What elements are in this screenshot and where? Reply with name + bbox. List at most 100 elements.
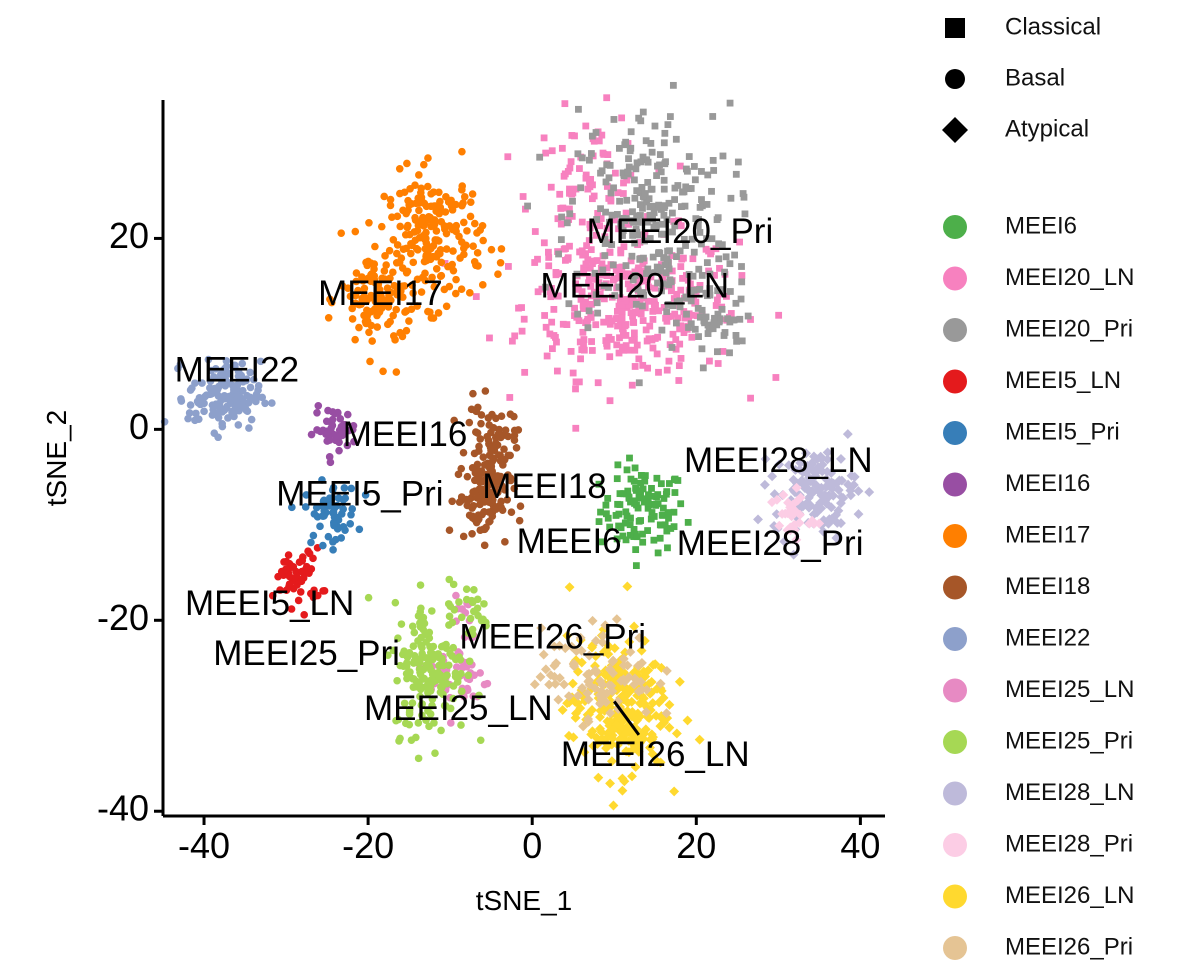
data-point [648, 148, 656, 156]
data-point [639, 108, 647, 116]
data-point [692, 298, 700, 306]
data-point [613, 475, 621, 483]
data-point [619, 190, 627, 197]
cluster-label-meei5-pri: MEEI5_Pri [276, 474, 443, 513]
data-point [578, 247, 586, 255]
data-point [258, 393, 267, 402]
data-point [468, 625, 477, 634]
data-point [619, 490, 627, 498]
data-point [578, 288, 586, 296]
data-point [605, 333, 613, 341]
data-point [247, 415, 256, 424]
data-point [631, 272, 639, 279]
data-point [596, 290, 604, 298]
data-point [577, 682, 588, 693]
data-point [600, 620, 611, 631]
data-point [302, 491, 311, 499]
data-point [516, 502, 525, 510]
data-point [512, 444, 521, 452]
data-point [654, 500, 662, 508]
data-point [436, 197, 444, 206]
legend-diamond-icon [942, 117, 968, 143]
data-point [676, 297, 684, 305]
data-point [378, 274, 386, 283]
y-tick-label: -20 [97, 597, 149, 638]
data-point [407, 249, 415, 258]
data-point [801, 499, 811, 509]
data-point [470, 449, 479, 458]
cluster-label-meei25-pri: MEEI25_Pri [213, 634, 400, 673]
data-point [455, 653, 463, 661]
data-point [301, 565, 310, 574]
data-point [816, 482, 827, 493]
data-point [684, 518, 692, 526]
data-point [637, 494, 644, 502]
data-point [726, 288, 734, 295]
data-point [719, 152, 727, 160]
series-meei28-pri [767, 482, 825, 545]
series-meei26-pri [529, 614, 672, 732]
data-point [651, 710, 662, 721]
data-point [343, 441, 352, 450]
data-point [225, 392, 233, 401]
data-point [706, 357, 713, 365]
data-point [627, 706, 638, 717]
data-point [669, 786, 680, 797]
data-point [578, 721, 589, 732]
data-point [346, 292, 355, 301]
data-point [414, 612, 423, 620]
data-point [664, 247, 671, 255]
data-point [631, 363, 639, 370]
data-point [485, 451, 494, 460]
data-point [649, 344, 657, 352]
data-point [679, 274, 686, 282]
data-point [429, 252, 437, 261]
data-point [475, 442, 483, 451]
data-point [468, 504, 476, 512]
data-point [696, 281, 704, 289]
data-point [648, 484, 655, 492]
data-point [614, 314, 622, 322]
data-point [611, 292, 619, 299]
y-tick-label: 20 [109, 215, 149, 256]
data-point [622, 726, 633, 737]
data-point [338, 430, 346, 439]
legend-label: MEEI18 [1005, 573, 1090, 600]
data-point [726, 99, 734, 107]
legend-label: Basal [1005, 64, 1065, 91]
data-point [816, 453, 827, 464]
data-point [584, 256, 592, 264]
legend-item-meei25-ln: MEEI25_LN [943, 676, 1134, 703]
data-point [636, 201, 644, 208]
data-point [485, 421, 494, 429]
data-point [707, 250, 714, 258]
data-point [618, 314, 626, 322]
data-point [623, 196, 631, 204]
data-point [684, 276, 692, 284]
data-point [322, 417, 331, 426]
data-point [623, 466, 631, 474]
data-point [465, 418, 474, 427]
data-point [339, 505, 347, 513]
series-meei5-ln [268, 544, 329, 619]
data-point [637, 158, 645, 166]
data-point [458, 186, 466, 194]
data-point [631, 194, 639, 202]
data-point [431, 749, 439, 758]
data-point [644, 179, 652, 186]
data-point [395, 164, 404, 173]
data-point [628, 336, 636, 344]
data-point [600, 670, 611, 681]
data-point [428, 273, 436, 282]
data-point [701, 319, 708, 327]
data-point [650, 536, 658, 544]
data-point [405, 708, 414, 716]
data-point [601, 240, 609, 247]
data-point [577, 295, 585, 303]
data-point [801, 448, 812, 459]
data-point [593, 772, 604, 783]
data-point [622, 272, 630, 280]
data-point [836, 492, 847, 503]
data-point [709, 113, 717, 120]
data-point [569, 197, 576, 205]
